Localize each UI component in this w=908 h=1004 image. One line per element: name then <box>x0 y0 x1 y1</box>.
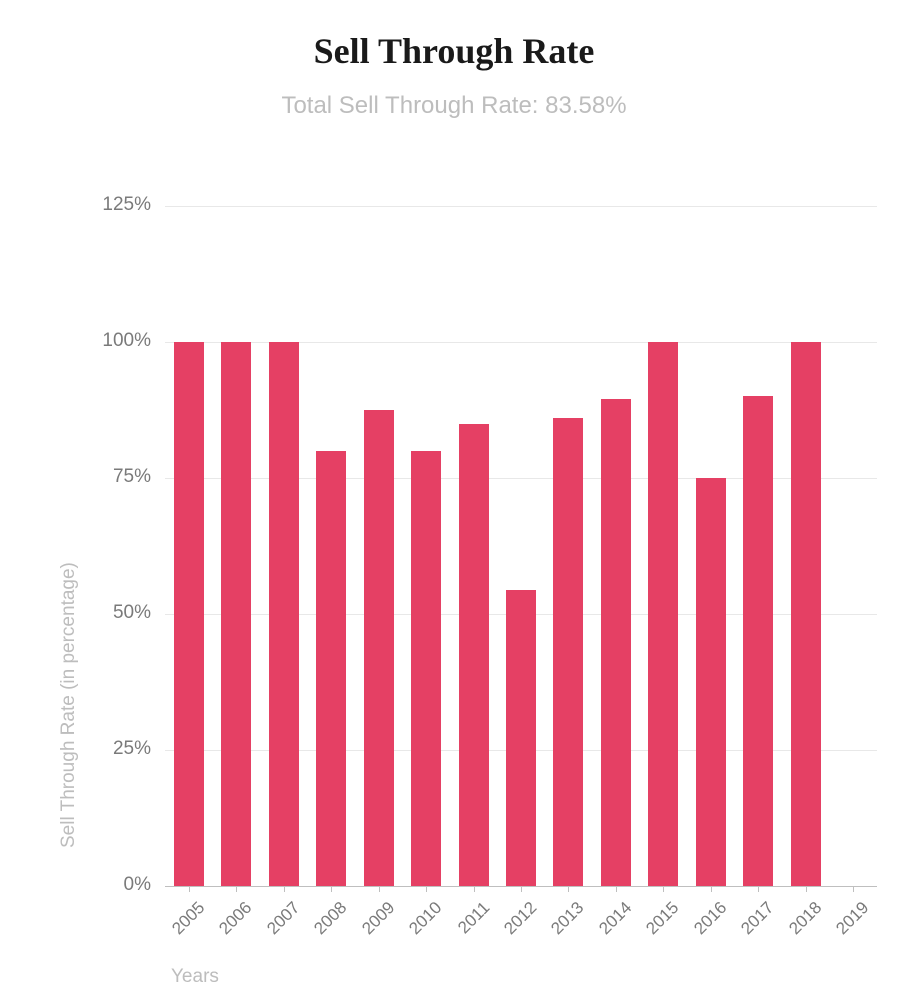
x-axis-label: Years <box>171 966 219 988</box>
x-tick-label: 2016 <box>674 898 731 955</box>
x-tick-label: 2017 <box>722 898 779 955</box>
y-tick-label: 100% <box>85 330 151 352</box>
y-tick-label: 0% <box>85 874 151 896</box>
y-tick-label: 25% <box>85 738 151 760</box>
gridline <box>165 206 877 207</box>
bar <box>316 451 346 886</box>
x-tick-label: 2007 <box>247 898 304 955</box>
x-tick <box>806 886 807 892</box>
bar <box>696 478 726 886</box>
x-tick <box>853 886 854 892</box>
x-tick-label: 2009 <box>342 898 399 955</box>
bar <box>506 590 536 886</box>
x-tick <box>331 886 332 892</box>
bar <box>648 342 678 886</box>
bar <box>269 342 299 886</box>
x-tick-label: 2018 <box>769 898 826 955</box>
x-tick-label: 2013 <box>532 898 589 955</box>
y-tick-label: 125% <box>85 194 151 216</box>
chart-subtitle: Total Sell Through Rate: 83.58% <box>0 92 908 120</box>
x-tick-label: 2006 <box>200 898 257 955</box>
bar <box>791 342 821 886</box>
x-tick-label: 2015 <box>627 898 684 955</box>
x-tick <box>568 886 569 892</box>
bar <box>221 342 251 886</box>
bar <box>411 451 441 886</box>
x-tick <box>474 886 475 892</box>
x-tick-label: 2008 <box>295 898 352 955</box>
y-axis-label: Sell Through Rate (in percentage) <box>58 562 80 848</box>
x-tick <box>426 886 427 892</box>
x-tick <box>663 886 664 892</box>
x-tick <box>616 886 617 892</box>
bar <box>601 399 631 886</box>
x-tick <box>284 886 285 892</box>
x-tick-label: 2005 <box>152 898 209 955</box>
x-tick-label: 2019 <box>817 898 874 955</box>
bar <box>364 410 394 886</box>
bar <box>743 396 773 886</box>
bar <box>459 424 489 886</box>
x-tick-label: 2010 <box>390 898 447 955</box>
x-tick <box>758 886 759 892</box>
x-tick <box>711 886 712 892</box>
y-tick-label: 50% <box>85 602 151 624</box>
bar <box>174 342 204 886</box>
chart-title: Sell Through Rate <box>0 30 908 72</box>
x-tick-label: 2011 <box>437 898 494 955</box>
bar <box>553 418 583 886</box>
x-tick-label: 2012 <box>485 898 542 955</box>
x-tick-label: 2014 <box>579 898 636 955</box>
x-tick <box>189 886 190 892</box>
x-tick <box>379 886 380 892</box>
x-tick <box>521 886 522 892</box>
x-tick <box>236 886 237 892</box>
y-tick-label: 75% <box>85 466 151 488</box>
